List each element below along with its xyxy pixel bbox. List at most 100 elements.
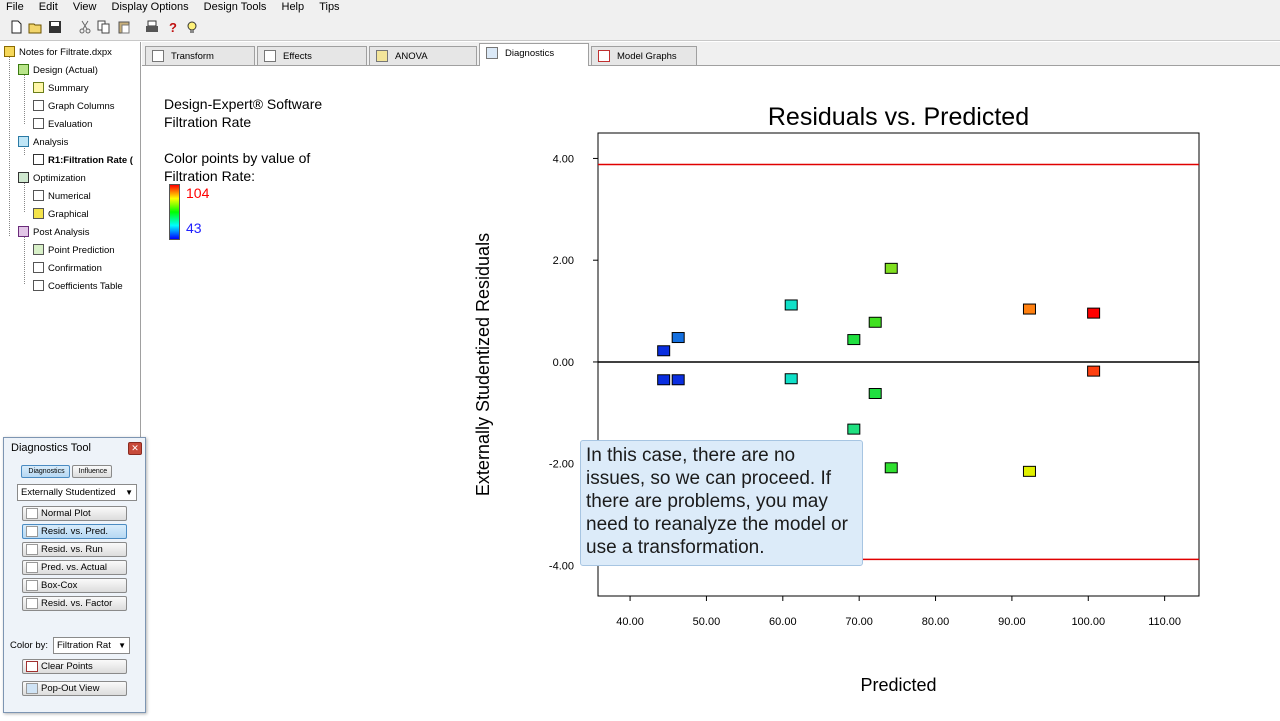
menu-file[interactable]: File — [6, 1, 24, 13]
tree-coefficients-table[interactable]: Coefficients Table — [33, 280, 123, 293]
color-by-select[interactable]: Filtration Rat ▼ — [53, 637, 130, 654]
tree-root[interactable]: Notes for Filtrate.dxpx — [4, 46, 112, 59]
cut-icon[interactable] — [78, 20, 92, 34]
data-point — [868, 316, 882, 328]
optimization-icon — [18, 172, 29, 183]
legend-color-by: Color points by value of — [164, 150, 311, 166]
tree-summary[interactable]: Summary — [33, 82, 89, 95]
tab-diagnostics[interactable]: Diagnostics — [479, 43, 589, 66]
toolbar: ? — [0, 15, 1280, 41]
influence-subtab[interactable]: Influence — [72, 465, 112, 478]
new-file-icon[interactable] — [9, 20, 23, 34]
pop-out-view-button[interactable]: Pop-Out View — [22, 681, 127, 696]
tree-numerical[interactable]: Numerical — [33, 190, 91, 203]
y-axis-label: Externally Studentized Residuals — [473, 233, 493, 496]
menu-design-tools[interactable]: Design Tools — [203, 1, 267, 13]
save-icon[interactable] — [48, 20, 62, 34]
menu-display-options[interactable]: Display Options — [111, 1, 189, 13]
y-tick-label: 0.00 — [553, 357, 574, 369]
panel-title: Diagnostics Tool — [11, 442, 91, 454]
legend-max-value: 104 — [186, 185, 210, 201]
tree-point-prediction[interactable]: Point Prediction — [33, 244, 115, 257]
legend-software: Design-Expert® Software — [164, 96, 323, 112]
data-point — [1022, 465, 1036, 477]
tree-design[interactable]: Design (Actual) — [18, 64, 98, 77]
tab-anova[interactable]: ANOVA — [369, 46, 477, 65]
tip-bulb-icon[interactable] — [185, 20, 199, 34]
post-analysis-icon — [18, 226, 29, 237]
menu-edit[interactable]: Edit — [38, 1, 58, 13]
point-prediction-icon — [33, 244, 44, 255]
tree-post-analysis[interactable]: Post Analysis — [18, 226, 90, 239]
tree-graphical[interactable]: Graphical — [33, 208, 89, 221]
chevron-down-icon: ▼ — [125, 488, 133, 497]
navigation-tree: Notes for Filtrate.dxpx Design (Actual) … — [0, 42, 141, 437]
data-point — [671, 374, 685, 386]
menu-help[interactable]: Help — [281, 1, 305, 13]
residual-type-select[interactable]: Externally Studentized ▼ — [17, 484, 137, 501]
menu-view[interactable]: View — [72, 1, 97, 13]
response-icon — [33, 154, 44, 165]
legend-color-response: Filtration Rate: — [164, 168, 256, 184]
open-folder-icon[interactable] — [28, 20, 42, 34]
data-point — [884, 262, 898, 274]
diag-button-pred-vs-actual[interactable]: Pred. vs. Actual — [22, 560, 127, 575]
y-tick-label: 4.00 — [553, 153, 574, 165]
diagnostics-icon — [486, 47, 498, 59]
help-icon[interactable]: ? — [166, 20, 180, 34]
tab-effects[interactable]: Effects — [257, 46, 367, 65]
data-point — [1022, 303, 1036, 315]
data-point — [657, 345, 671, 357]
diag-button-resid-vs-run[interactable]: Resid. vs. Run — [22, 542, 127, 557]
tree-evaluation[interactable]: Evaluation — [33, 118, 92, 131]
diagnostics-subtab[interactable]: Diagnostics — [21, 465, 70, 478]
clear-points-button[interactable]: Clear Points — [22, 659, 127, 674]
x-tick-label: 80.00 — [922, 616, 950, 628]
x-tick-label: 100.00 — [1071, 616, 1105, 628]
data-point — [868, 388, 882, 400]
normal-plot-icon — [26, 508, 38, 519]
color-gradient-bar — [169, 184, 180, 240]
data-point — [847, 334, 861, 346]
panel-close-button[interactable]: ✕ — [128, 442, 142, 455]
diag-button-resid-vs-factor[interactable]: Resid. vs. Factor — [22, 596, 127, 611]
tab-transform[interactable]: Transform — [145, 46, 255, 65]
legend-response: Filtration Rate — [164, 114, 252, 130]
menu-tips[interactable]: Tips — [319, 1, 340, 13]
data-point — [884, 462, 898, 474]
x-tick-label: 50.00 — [693, 616, 721, 628]
diag-button-normal-plot[interactable]: Normal Plot — [22, 506, 127, 521]
transform-icon — [152, 50, 164, 62]
tab-model-graphs[interactable]: Model Graphs — [591, 46, 697, 65]
tree-analysis[interactable]: Analysis — [18, 136, 68, 149]
tree-r1-filtration-rate[interactable]: R1:Filtration Rate ( — [33, 154, 133, 167]
copy-icon[interactable] — [97, 20, 111, 34]
x-axis-label: Predicted — [860, 675, 936, 695]
resid-run-icon — [26, 544, 38, 555]
legend-min-value: 43 — [186, 220, 202, 236]
tip-callout: In this case, there are no issues, so we… — [580, 440, 863, 566]
paste-icon[interactable] — [117, 20, 131, 34]
x-tick-label: 90.00 — [998, 616, 1026, 628]
x-tick-label: 110.00 — [1148, 616, 1181, 628]
tree-confirmation[interactable]: Confirmation — [33, 262, 102, 275]
resid-factor-icon — [26, 598, 38, 609]
diagnostics-tool-panel: Diagnostics Tool ✕ Diagnostics Influence… — [3, 437, 146, 713]
close-icon: ✕ — [131, 443, 139, 453]
diag-button-resid-vs-pred[interactable]: Resid. vs. Pred. — [22, 524, 127, 539]
analysis-icon — [18, 136, 29, 147]
summary-icon — [33, 82, 44, 93]
data-point — [784, 299, 798, 311]
color-by-label: Color by: — [10, 640, 49, 651]
tree-optimization[interactable]: Optimization — [18, 172, 86, 185]
numerical-icon — [33, 190, 44, 201]
y-tick-label: 2.00 — [553, 255, 574, 267]
print-icon[interactable] — [145, 20, 159, 34]
data-point — [1087, 307, 1101, 319]
chart-title: Residuals vs. Predicted — [768, 103, 1029, 131]
data-point — [671, 332, 685, 344]
diag-button-box-cox[interactable]: Box-Cox — [22, 578, 127, 593]
data-point — [784, 373, 798, 385]
graphical-icon — [33, 208, 44, 219]
tree-graph-columns[interactable]: Graph Columns — [33, 100, 115, 113]
